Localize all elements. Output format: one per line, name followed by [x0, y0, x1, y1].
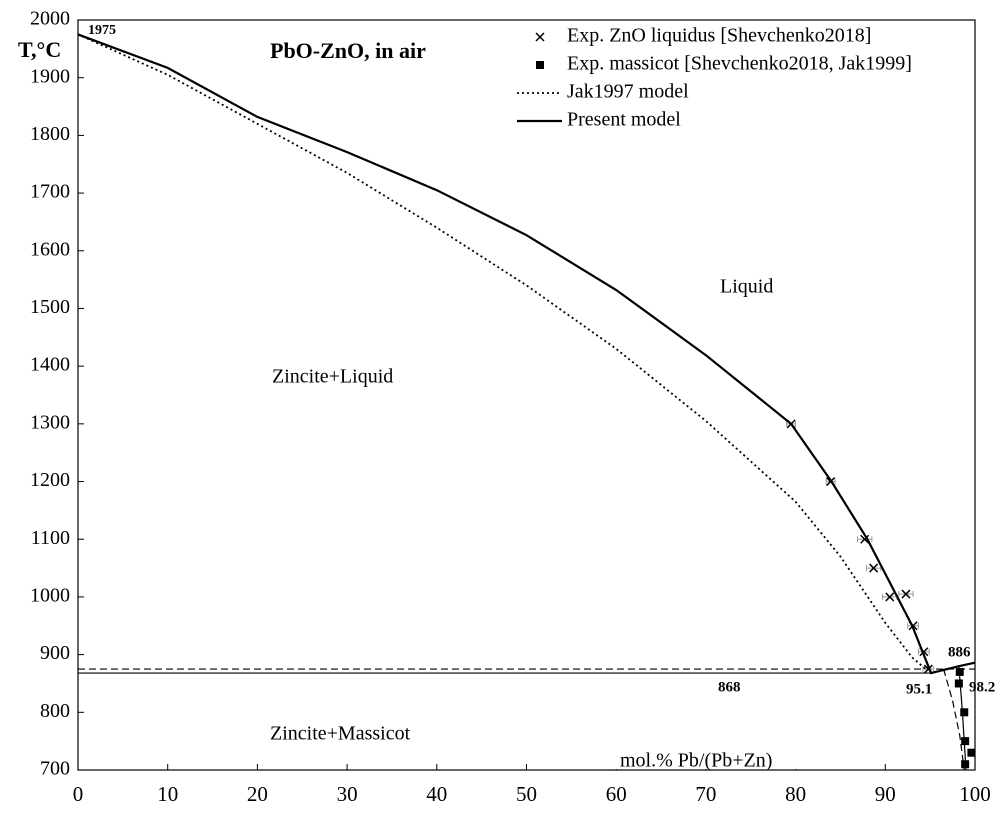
x-tick-label: 40 [426, 782, 447, 806]
legend-label: Jak1997 model [567, 81, 689, 103]
annotation: Zincite+Liquid [272, 366, 393, 388]
square-marker [967, 748, 976, 757]
y-tick-label: 1200 [30, 469, 70, 491]
y-tick-label: 1100 [31, 527, 70, 549]
x-marker-stroke [860, 534, 870, 544]
y-tick-label: 1300 [30, 411, 70, 433]
phase-boundary [943, 668, 965, 771]
y-tick-label: 1500 [30, 296, 70, 318]
model-line [77, 33, 976, 675]
y-tick-label: 1000 [30, 585, 70, 607]
y-tick-label: 900 [40, 642, 70, 664]
x-marker-stroke [535, 32, 545, 42]
x-label-bg [615, 752, 805, 769]
y-tick-label: 700 [40, 758, 70, 780]
x-marker [901, 589, 911, 599]
x-tick-label: 50 [516, 782, 537, 806]
x-tick-label: 60 [606, 782, 627, 806]
y-tick-label: 800 [40, 700, 70, 722]
model-line [77, 33, 927, 670]
legend-label: Present model [567, 109, 681, 131]
annotation: 95.1 [906, 681, 932, 697]
x-marker-stroke [885, 592, 895, 602]
x-axis-label: mol.% Pb/(Pb+Zn) [620, 750, 772, 772]
square-marker [960, 708, 969, 717]
annotation: 868 [718, 679, 741, 695]
annotation: 1975 [88, 23, 116, 38]
annotation: Zincite+Massicot [270, 723, 411, 745]
x-tick-label: 80 [785, 782, 806, 806]
x-marker [535, 32, 545, 42]
chart-title: PbO-ZnO, in air [270, 38, 426, 63]
x-marker [869, 563, 879, 573]
legend-box [515, 21, 974, 133]
legend-label: Exp. massicot [Shevchenko2018, Jak1999] [567, 53, 912, 75]
square-marker [954, 679, 963, 688]
y-tick-label: 2000 [30, 8, 70, 30]
x-marker-stroke [869, 563, 879, 573]
annotation: 886 [948, 644, 971, 660]
y-axis-label: T,°C [18, 37, 61, 62]
x-marker [885, 592, 895, 602]
annotation: 98.2 [969, 679, 995, 695]
y-tick-label: 1800 [30, 123, 70, 145]
square-marker [961, 760, 970, 769]
legend-label: Exp. ZnO liquidus [Shevchenko2018] [567, 25, 871, 47]
y-tick-label: 1900 [30, 65, 70, 87]
x-tick-label: 30 [337, 782, 358, 806]
square-marker [955, 667, 964, 676]
x-marker-stroke [901, 589, 911, 599]
y-tick-label: 1700 [30, 181, 70, 203]
x-tick-label: 10 [157, 782, 178, 806]
x-marker [860, 534, 870, 544]
annotation: Liquid [720, 276, 773, 298]
x-tick-label: 90 [875, 782, 896, 806]
x-tick-label: 70 [695, 782, 716, 806]
y-tick-label: 1600 [30, 238, 70, 260]
x-tick-label: 100 [959, 782, 991, 806]
x-tick-label: 20 [247, 782, 268, 806]
square-marker [961, 737, 970, 746]
y-tick-label: 1400 [30, 354, 70, 376]
x-tick-label: 0 [73, 782, 84, 806]
square-marker [536, 61, 544, 69]
